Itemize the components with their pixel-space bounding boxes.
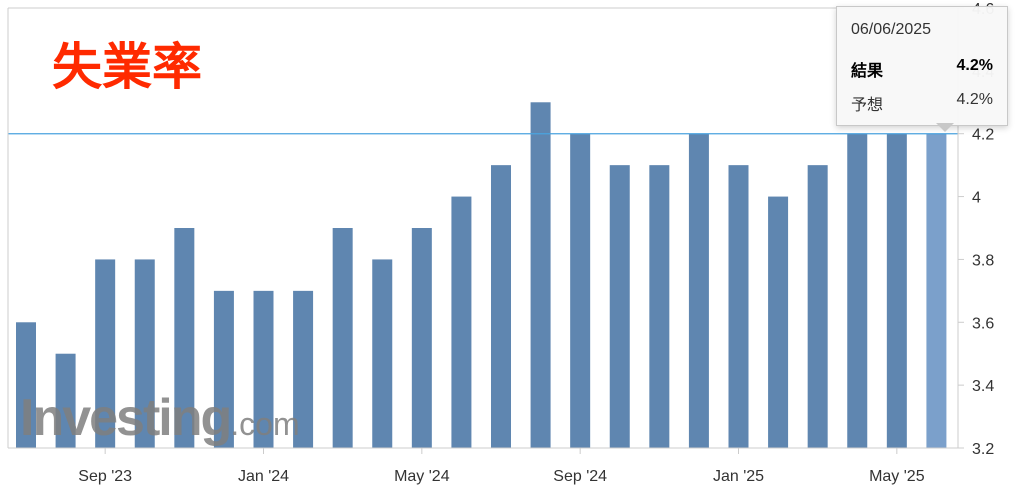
bar-2024-05[interactable] [411,228,432,448]
y-tick-label: 3.8 [972,252,994,269]
bar-2024-10[interactable] [609,165,630,448]
tooltip-actual-label: 結果 [851,63,884,80]
investing-watermark-logo: Investing.com [20,388,300,448]
y-tick-label: 4.2 [972,127,994,144]
x-axis-ticks: Sep '23 Jan '24 May '24 Sep '24 Jan '25 May '… [78,448,925,485]
bar-2025-02[interactable] [768,196,789,448]
tooltip-pointer [936,123,954,132]
bar-2023-12[interactable] [213,290,234,448]
bar-2024-04[interactable] [372,259,393,448]
data-tooltip: 06/06/2025 結果 4.2% 予想 4.2% [836,6,1008,126]
x-tick-label: Jan '25 [713,468,764,485]
x-tick-label: Sep '23 [78,468,132,485]
bar-2024-07[interactable] [491,165,511,448]
bar-2024-12[interactable] [688,133,709,448]
bar-2023-10[interactable] [134,259,155,448]
bars-group [16,102,947,449]
bar-2024-06[interactable] [451,196,472,448]
bar-2023-07[interactable] [16,322,36,448]
tooltip-date: 06/06/2025 [851,21,932,38]
watermark-domain: .com [230,406,300,442]
bar-2025-05[interactable] [886,133,907,448]
bar-2024-02[interactable] [293,290,314,448]
y-tick-label: 3.2 [972,441,994,458]
y-tick-label: 3.4 [972,378,994,395]
bar-2025-06[interactable] [926,133,947,448]
bar-2024-03[interactable] [332,228,353,448]
tooltip-forecast-row: 予想 4.2% [851,91,993,115]
bar-2024-01[interactable] [253,290,274,448]
bar-2025-01[interactable] [728,165,749,448]
x-tick-label: Jan '24 [238,468,289,485]
bar-2024-09[interactable] [570,133,591,448]
bar-2023-11[interactable] [174,228,195,448]
tooltip-actual-row: 結果 4.2% [851,57,993,81]
y-tick-label: 3.6 [972,315,994,332]
x-tick-label: Sep '24 [553,468,607,485]
bar-2024-11[interactable] [649,165,670,448]
bar-2025-04[interactable] [847,133,868,448]
x-tick-label: May '24 [394,468,450,485]
watermark-main: Investing [20,389,232,447]
tooltip-forecast-value: 4.2% [956,91,993,108]
bar-2023-09[interactable] [95,259,116,448]
bar-2025-03[interactable] [807,165,828,448]
bar-2023-08[interactable] [55,353,76,448]
chart-title: 失業率 [52,38,202,96]
y-tick-label: 4 [972,190,981,207]
tooltip-forecast-label: 予想 [851,97,884,114]
bar-2024-08[interactable] [530,102,551,449]
tooltip-actual-value: 4.2% [956,57,993,74]
x-tick-label: May '25 [869,468,925,485]
